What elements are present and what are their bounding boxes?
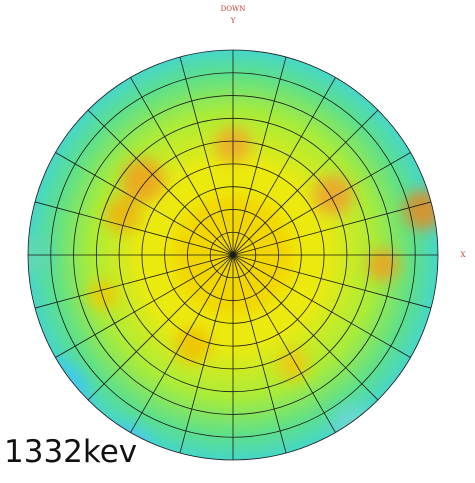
blob (28, 360, 88, 430)
blob (277, 349, 309, 381)
grid-spoke (179, 254, 234, 454)
grid-spoke (232, 77, 336, 256)
grid-spoke (232, 109, 379, 256)
grid-spoke (179, 56, 234, 256)
blob (313, 175, 353, 215)
blob (331, 403, 375, 447)
grid-spoke (34, 201, 234, 256)
blob (367, 249, 399, 281)
grid-spoke (232, 254, 336, 433)
grid-spoke (34, 254, 234, 309)
blob (88, 280, 118, 310)
grid-spoke (232, 254, 379, 401)
x-axis-label: X (461, 251, 466, 259)
grid-spoke (232, 201, 432, 256)
blob (105, 197, 141, 233)
grid-spoke (87, 109, 234, 256)
grid-spoke (232, 254, 287, 454)
grid-spoke (130, 77, 234, 256)
grid-spoke (232, 254, 432, 309)
top-label: DOWN (221, 5, 246, 13)
grid-spoke (232, 152, 411, 256)
grid-spoke (55, 254, 234, 358)
blob (403, 190, 438, 230)
blob (121, 158, 165, 202)
y-axis-label: Y (230, 17, 236, 25)
grid-spoke (130, 254, 234, 433)
blob (175, 327, 211, 363)
grid-spoke (232, 254, 411, 358)
caption: 1332kev (4, 434, 137, 470)
grid (27, 49, 439, 461)
grid-spoke (232, 56, 287, 256)
grid-spoke (87, 254, 234, 401)
grid-spoke (55, 152, 234, 256)
